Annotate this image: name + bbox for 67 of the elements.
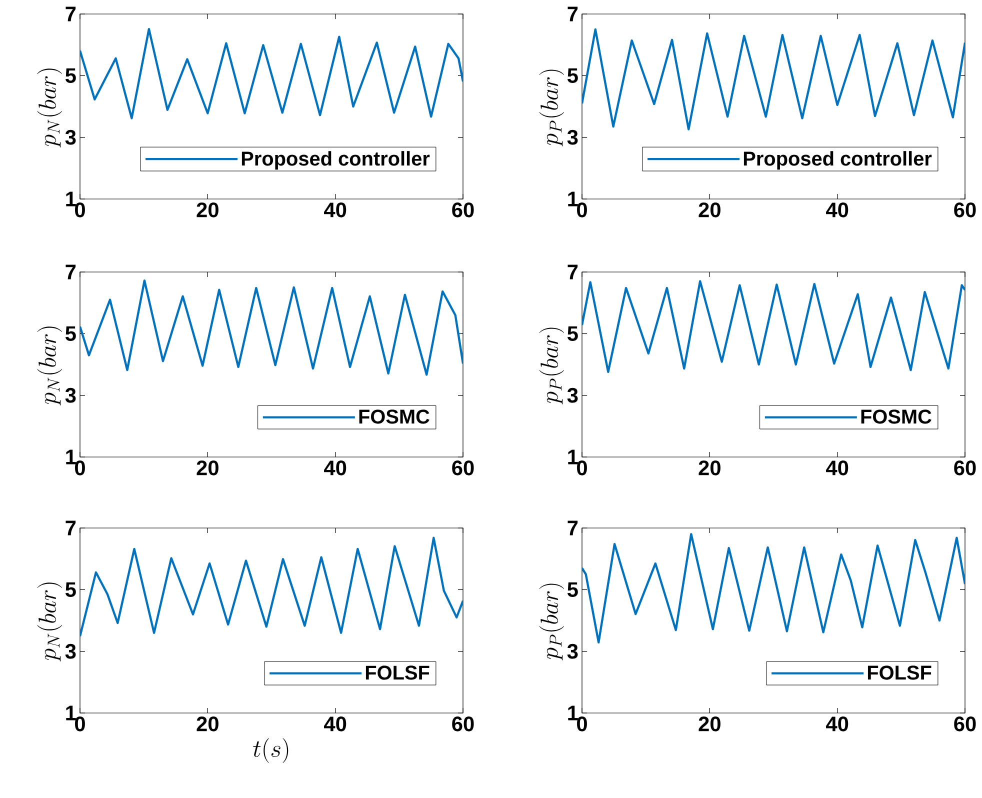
y-tick-label: 7 bbox=[66, 6, 76, 22]
y-tick-label: 5 bbox=[567, 68, 578, 83]
y-tick-label: 1 bbox=[568, 706, 578, 720]
x-tick-label: 0 bbox=[577, 202, 587, 218]
legend-label: FOLSF bbox=[868, 666, 932, 680]
x-axis-title: $t(s)$ bbox=[253, 738, 288, 763]
y-tick-label: 5 bbox=[65, 582, 76, 597]
x-tick-label: 60 bbox=[452, 716, 474, 732]
y-tick-label: 7 bbox=[66, 264, 76, 280]
y-tick-label: 3 bbox=[65, 644, 76, 659]
y-tick-label: 1 bbox=[568, 450, 578, 464]
x-tick-label: 40 bbox=[826, 460, 848, 476]
x-tick-label: 0 bbox=[75, 716, 85, 732]
legend-label: FOSMC bbox=[861, 410, 932, 424]
y-tick-label: 5 bbox=[567, 582, 578, 597]
x-tick-label: 20 bbox=[698, 716, 720, 732]
y-tick-label: 7 bbox=[568, 520, 578, 536]
y-tick-label: 5 bbox=[567, 326, 578, 341]
y-tick-label: 1 bbox=[568, 192, 578, 206]
y-tick-label: 1 bbox=[66, 450, 76, 464]
x-tick-label: 20 bbox=[196, 716, 218, 732]
y-axis-title: $p_P(bar)$ bbox=[539, 584, 564, 660]
y-tick-label: 3 bbox=[567, 388, 578, 403]
y-axis-title: $p_P(bar)$ bbox=[539, 328, 564, 404]
legend-label: FOLSF bbox=[366, 666, 430, 680]
x-tick-label: 0 bbox=[75, 202, 85, 218]
x-tick-label: 20 bbox=[698, 460, 720, 476]
x-tick-label: 40 bbox=[324, 202, 346, 218]
legend-label: Proposed controller bbox=[744, 151, 932, 170]
y-axis-title: $p_P(bar)$ bbox=[539, 70, 564, 146]
y-tick-label: 5 bbox=[65, 326, 76, 341]
line-series bbox=[582, 280, 966, 373]
x-tick-label: 20 bbox=[196, 202, 218, 218]
x-tick-label: 0 bbox=[577, 716, 587, 732]
y-axis-title: $p_N(bar)$ bbox=[37, 326, 62, 406]
y-axis-title: $p_N(bar)$ bbox=[37, 582, 62, 662]
y-tick-label: 1 bbox=[66, 706, 76, 720]
line-series bbox=[582, 28, 966, 130]
x-tick-label: 60 bbox=[954, 202, 976, 218]
line-series bbox=[582, 533, 966, 644]
y-tick-label: 3 bbox=[567, 644, 578, 659]
x-tick-label: 40 bbox=[826, 202, 848, 218]
line-series bbox=[80, 536, 463, 638]
x-tick-label: 40 bbox=[826, 716, 848, 732]
y-tick-label: 7 bbox=[568, 6, 578, 22]
x-tick-label: 0 bbox=[577, 460, 587, 476]
y-tick-label: 3 bbox=[65, 130, 76, 145]
y-tick-label: 7 bbox=[66, 520, 76, 536]
y-tick-label: 5 bbox=[65, 68, 76, 83]
line-series bbox=[80, 28, 463, 120]
x-tick-label: 20 bbox=[196, 460, 218, 476]
x-tick-label: 0 bbox=[75, 460, 85, 476]
x-tick-label: 60 bbox=[452, 202, 474, 218]
line-series bbox=[80, 280, 463, 376]
x-tick-label: 40 bbox=[324, 460, 346, 476]
legend-label: Proposed controller bbox=[242, 151, 430, 170]
y-tick-label: 3 bbox=[567, 130, 578, 145]
x-tick-label: 60 bbox=[954, 460, 976, 476]
x-tick-label: 20 bbox=[698, 202, 720, 218]
y-tick-label: 1 bbox=[66, 192, 76, 206]
x-tick-label: 60 bbox=[452, 460, 474, 476]
y-tick-label: 7 bbox=[568, 264, 578, 280]
legend-label: FOSMC bbox=[359, 410, 430, 424]
y-tick-label: 3 bbox=[65, 388, 76, 403]
y-axis-title: $p_N(bar)$ bbox=[37, 68, 62, 148]
x-tick-label: 60 bbox=[954, 716, 976, 732]
x-tick-label: 40 bbox=[324, 716, 346, 732]
